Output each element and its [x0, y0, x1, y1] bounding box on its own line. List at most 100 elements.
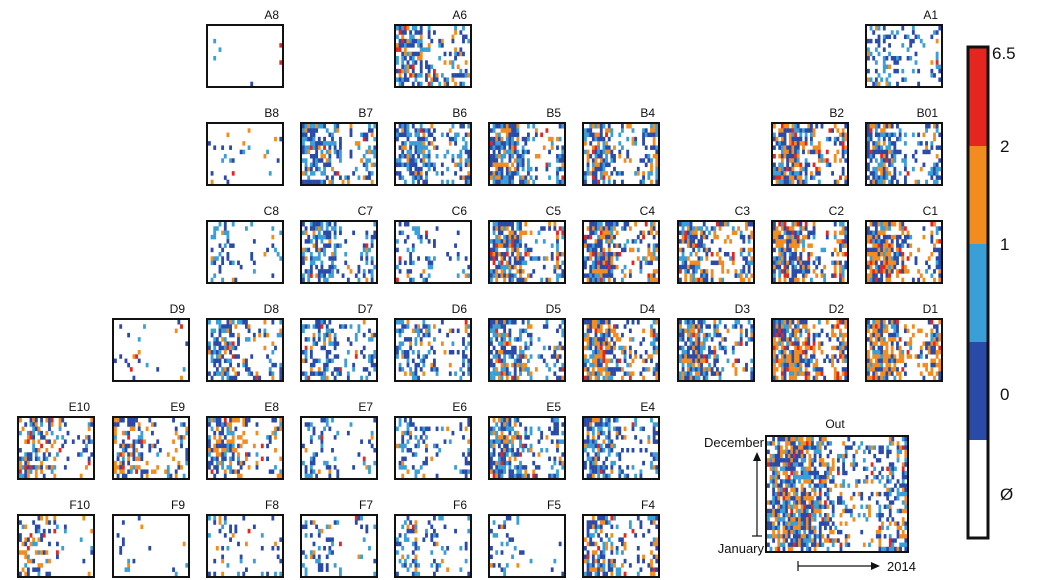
- panel-cell: [180, 422, 183, 427]
- panel-cell: [151, 430, 154, 436]
- panel-cell: [786, 145, 790, 150]
- panel-cell: [304, 469, 308, 474]
- panel-cell: [817, 345, 821, 351]
- panel-cell: [516, 162, 520, 168]
- panel-cell: [365, 136, 369, 142]
- panel-cell: [867, 354, 870, 359]
- panel-cell: [177, 460, 181, 466]
- panel-cell: [239, 465, 243, 470]
- panel-cell: [490, 362, 493, 368]
- panel-cell: [362, 136, 366, 142]
- panel-cell: [773, 239, 776, 244]
- panel-cell: [425, 145, 428, 150]
- panel-cell: [933, 269, 936, 274]
- panel-cell: [459, 422, 463, 427]
- panel-cell: [87, 460, 91, 466]
- panel-cell: [448, 371, 452, 376]
- panel-cell: [605, 226, 608, 231]
- panel-cell: [464, 132, 468, 138]
- panel-cell: [185, 460, 189, 466]
- panel-cell: [516, 154, 520, 159]
- panel-cell: [309, 171, 313, 176]
- panel-cell: [933, 222, 936, 227]
- panel-cell: [922, 149, 926, 155]
- panel-cell: [459, 469, 463, 474]
- panel-cell: [430, 260, 434, 266]
- panel-cell: [174, 328, 178, 334]
- panel-cell: [255, 375, 259, 381]
- panel-cell: [339, 371, 342, 376]
- panel-cell: [594, 124, 598, 129]
- panel-cell: [694, 337, 698, 342]
- panel-cell: [796, 234, 800, 240]
- panel-cell: [505, 426, 509, 432]
- panel-cell: [917, 34, 921, 40]
- panel-cell: [435, 473, 439, 479]
- panel-cell: [796, 345, 800, 351]
- panel-cell: [511, 171, 514, 176]
- panel-cell: [177, 465, 181, 470]
- panel-cell: [495, 332, 499, 338]
- panel-cell: [513, 124, 517, 129]
- panel-cell: [490, 175, 493, 180]
- panel-cell: [325, 332, 329, 338]
- panel-cell: [697, 324, 701, 329]
- panel-cell: [589, 324, 593, 329]
- panel-cell: [464, 320, 468, 325]
- panel-cell: [602, 158, 606, 163]
- panel-cell: [778, 358, 782, 364]
- panel-cell: [497, 234, 501, 240]
- panel-cell: [812, 222, 816, 227]
- panel-cell: [516, 222, 520, 227]
- panel-cell: [156, 439, 160, 444]
- panel-cell: [333, 264, 337, 270]
- panel-cell: [427, 166, 431, 172]
- panel-cell: [723, 239, 727, 244]
- panel-cell: [888, 124, 891, 129]
- panel-cell: [810, 171, 813, 176]
- panel-cell: [349, 341, 353, 346]
- panel-cell: [734, 230, 738, 236]
- panel-cell: [50, 469, 54, 474]
- panel-label: B2: [829, 106, 844, 120]
- panel-cell: [807, 252, 811, 257]
- panel-cell: [508, 149, 512, 155]
- panel-cell: [896, 124, 899, 129]
- panel-cell: [642, 141, 645, 146]
- panel-cell: [778, 128, 782, 133]
- panel-cell: [312, 260, 316, 266]
- panel-cell: [812, 260, 816, 266]
- panel-cell: [516, 128, 520, 133]
- panel-cell: [799, 320, 803, 325]
- panel-cell: [697, 328, 701, 334]
- panel-cell: [867, 128, 870, 133]
- panel-cell: [516, 243, 520, 248]
- panel-cell: [839, 247, 842, 253]
- panel-cell: [495, 158, 499, 163]
- panel-cell: [804, 158, 808, 163]
- panel-cell: [869, 341, 873, 346]
- panel-cell: [497, 175, 501, 180]
- panel-cell: [705, 256, 709, 261]
- panel-cell: [368, 439, 371, 444]
- panel-cell: [628, 350, 632, 355]
- panel-cell: [215, 256, 219, 261]
- panel-cell: [786, 154, 790, 159]
- panel-cell: [591, 243, 595, 248]
- panel-cell: [425, 354, 428, 359]
- panel-cell: [215, 418, 219, 423]
- panel-cell: [242, 358, 246, 364]
- panel-cell: [586, 243, 590, 248]
- panel-cell: [786, 324, 790, 329]
- panel-cell: [681, 239, 685, 244]
- panel-cell: [621, 269, 624, 274]
- panel-cell: [451, 64, 455, 70]
- panel-cell: [610, 226, 614, 231]
- panel-cell: [213, 226, 217, 231]
- panel-cell: [320, 179, 324, 185]
- panel-cell: [930, 337, 934, 342]
- panel-cell: [791, 124, 795, 129]
- panel-cell: [406, 64, 410, 70]
- panel-cell: [495, 171, 499, 176]
- panel-cell: [48, 422, 51, 427]
